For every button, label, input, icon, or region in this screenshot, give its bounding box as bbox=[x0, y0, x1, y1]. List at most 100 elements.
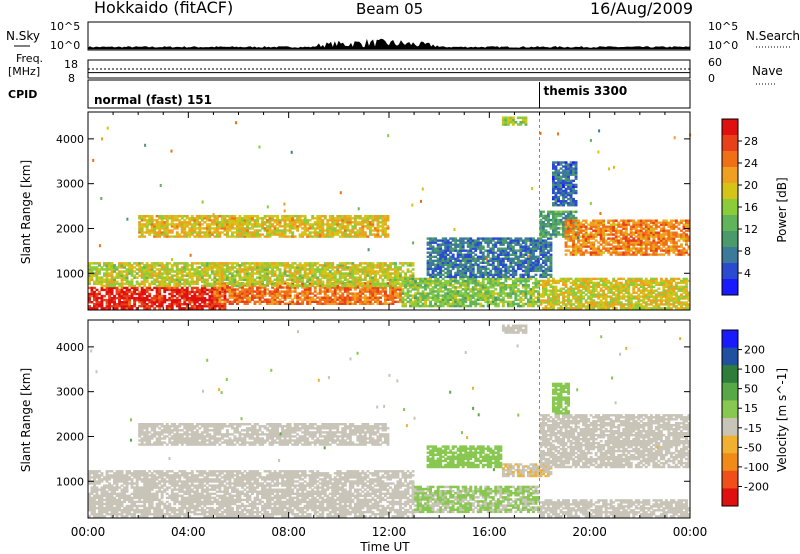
power-cell bbox=[218, 280, 222, 283]
power-cell bbox=[246, 278, 249, 281]
power-cell bbox=[374, 274, 377, 277]
power-cell bbox=[218, 286, 222, 289]
power-cell bbox=[321, 266, 325, 269]
power-cell bbox=[333, 280, 337, 283]
power-cell bbox=[614, 295, 618, 298]
power-cell bbox=[501, 257, 505, 260]
power-cell bbox=[336, 302, 340, 305]
power-cell bbox=[218, 290, 222, 294]
power-cell bbox=[444, 284, 448, 287]
power-cell bbox=[271, 280, 274, 283]
power-cell bbox=[253, 296, 257, 299]
power-cell bbox=[138, 290, 142, 294]
power-cell bbox=[439, 288, 443, 291]
power-cell bbox=[318, 286, 322, 289]
power-cell bbox=[215, 301, 219, 304]
power-cell bbox=[233, 270, 237, 273]
power-cell bbox=[579, 231, 583, 234]
power-cell bbox=[391, 292, 395, 295]
power-cell bbox=[228, 270, 232, 273]
power-cell bbox=[223, 286, 227, 289]
power-cell bbox=[685, 285, 688, 288]
power-cell bbox=[644, 279, 648, 283]
power-cell bbox=[534, 243, 538, 246]
power-cell bbox=[557, 295, 560, 298]
power-cell bbox=[283, 262, 287, 265]
power-cell bbox=[649, 285, 653, 288]
power-cell bbox=[291, 276, 295, 279]
power-cell bbox=[657, 287, 661, 290]
power-cell bbox=[547, 269, 550, 273]
power-cell bbox=[494, 298, 498, 301]
power-cell bbox=[153, 282, 157, 286]
power-cell bbox=[444, 281, 448, 285]
power-cell bbox=[389, 268, 392, 271]
power-cell bbox=[256, 296, 259, 299]
power-cell bbox=[642, 299, 646, 302]
power-cell bbox=[647, 297, 651, 300]
power-cell bbox=[140, 292, 144, 296]
power-cell bbox=[511, 247, 515, 250]
power-cell bbox=[208, 284, 212, 288]
power-cell bbox=[469, 237, 473, 240]
power-cell bbox=[654, 283, 658, 286]
power-cell bbox=[113, 301, 116, 304]
power-cell bbox=[612, 237, 616, 240]
power-cell bbox=[105, 282, 109, 286]
power-cell bbox=[431, 292, 435, 295]
power-cell bbox=[537, 290, 540, 293]
power-cell bbox=[128, 298, 131, 302]
power-cell bbox=[140, 294, 144, 298]
power-cell bbox=[599, 223, 603, 226]
power-cell bbox=[529, 257, 533, 260]
power-cell bbox=[639, 283, 643, 286]
power-cell bbox=[484, 298, 488, 301]
power-cell bbox=[532, 267, 535, 271]
power-cell bbox=[521, 241, 525, 244]
power-cell bbox=[466, 241, 470, 244]
power-cell bbox=[93, 296, 96, 300]
power-cell bbox=[461, 271, 465, 275]
power-cell bbox=[504, 288, 508, 291]
power-cell bbox=[318, 272, 322, 275]
power-cell bbox=[466, 257, 470, 260]
power-cell bbox=[351, 280, 355, 283]
power-cell bbox=[682, 297, 686, 300]
power-cell bbox=[384, 294, 387, 297]
power-cell bbox=[226, 278, 229, 281]
power-cell bbox=[521, 269, 525, 273]
power-cell bbox=[579, 303, 583, 306]
power-cell bbox=[584, 243, 588, 246]
power-cell bbox=[175, 280, 179, 283]
power-cell bbox=[594, 239, 598, 242]
power-cell bbox=[165, 284, 169, 288]
power-cell bbox=[316, 276, 320, 279]
power-cell bbox=[627, 287, 631, 290]
power-cell bbox=[409, 284, 412, 287]
power-cell bbox=[637, 307, 641, 310]
power-cell bbox=[165, 307, 169, 310]
power-cell bbox=[193, 286, 197, 290]
power-cell bbox=[193, 301, 197, 304]
power-cell bbox=[414, 300, 417, 304]
power-cell bbox=[544, 233, 548, 236]
power-cell bbox=[153, 286, 157, 290]
power-cell bbox=[609, 283, 613, 286]
power-cell bbox=[376, 296, 380, 299]
power-cell bbox=[602, 245, 606, 248]
power-cell bbox=[619, 231, 623, 234]
power-cell bbox=[511, 239, 515, 242]
power-cell bbox=[266, 270, 269, 273]
power-cell bbox=[195, 288, 199, 292]
power-cell bbox=[436, 279, 440, 283]
power-cell bbox=[384, 288, 387, 291]
power-cell bbox=[654, 295, 658, 298]
power-cell bbox=[479, 298, 483, 301]
power-cell bbox=[504, 257, 508, 260]
power-cell bbox=[614, 237, 618, 240]
power-cell bbox=[521, 275, 525, 279]
power-cell bbox=[537, 304, 540, 308]
power-cell bbox=[489, 281, 493, 285]
power-cell bbox=[358, 298, 362, 301]
power-cell bbox=[190, 282, 194, 286]
